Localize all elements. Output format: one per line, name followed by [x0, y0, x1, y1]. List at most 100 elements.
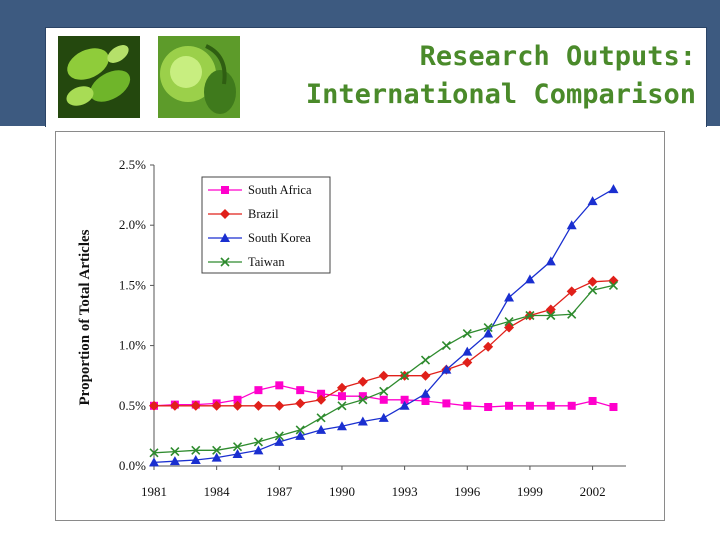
data-point-brazil: [608, 275, 619, 286]
legend-label-taiwan: Taiwan: [248, 255, 285, 269]
data-point-south-africa: [567, 401, 576, 410]
data-point-brazil: [462, 357, 473, 368]
data-point-taiwan: [212, 445, 222, 455]
data-point-south-africa: [484, 403, 493, 412]
x-tick-label: 2002: [580, 484, 606, 499]
data-point-taiwan: [379, 386, 389, 396]
green-leaf-image-left: [58, 36, 140, 118]
data-point-south-africa: [254, 386, 263, 395]
data-point-south-africa: [505, 401, 514, 410]
data-point-brazil: [357, 376, 368, 387]
data-point-south-africa: [546, 401, 555, 410]
title-box: Research Outputs: International Comparis…: [45, 27, 707, 127]
data-point-south-africa: [442, 399, 451, 408]
legend-label-brazil: Brazil: [248, 207, 279, 221]
series-line-taiwan: [153, 284, 614, 454]
data-point-taiwan: [483, 322, 493, 333]
data-point-south-africa: [233, 395, 242, 404]
y-tick-label: 0.0%: [119, 458, 146, 473]
data-point-south-korea: [169, 456, 180, 466]
data-point-south-korea: [399, 400, 410, 410]
legend-marker-south-korea: [220, 233, 230, 242]
data-point-taiwan: [400, 371, 410, 381]
data-point-south-korea: [232, 448, 243, 458]
data-point-brazil: [587, 276, 598, 287]
data-point-brazil: [232, 400, 243, 411]
data-point-brazil: [483, 341, 494, 352]
slide-title-line1: Research Outputs:: [419, 41, 696, 72]
data-point-taiwan: [546, 310, 556, 321]
data-point-taiwan: [253, 437, 263, 447]
data-point-south-africa: [275, 381, 284, 390]
y-tick-label: 2.0%: [119, 217, 146, 232]
data-point-south-korea: [378, 412, 389, 422]
data-point-taiwan: [462, 328, 472, 339]
data-point-south-korea: [336, 421, 347, 431]
data-point-south-korea: [149, 457, 159, 467]
data-point-south-africa: [296, 386, 305, 395]
data-point-brazil: [190, 400, 201, 411]
data-point-south-africa: [525, 401, 534, 410]
data-point-south-korea: [545, 256, 556, 266]
y-tick-label: 0.5%: [119, 398, 146, 413]
legend-label-south-korea: South Korea: [248, 231, 311, 245]
data-point-south-korea: [524, 274, 535, 284]
data-point-brazil: [378, 370, 389, 381]
data-point-taiwan: [588, 285, 598, 295]
data-point-brazil: [274, 400, 285, 411]
data-point-taiwan: [608, 280, 619, 290]
y-tick-label: 1.5%: [119, 277, 146, 292]
data-point-brazil: [420, 370, 431, 381]
data-point-south-africa: [609, 403, 618, 412]
data-point-taiwan: [420, 355, 431, 365]
data-point-taiwan: [337, 401, 347, 411]
data-point-taiwan: [149, 448, 159, 458]
x-tick-label: 1999: [517, 484, 543, 499]
data-point-south-korea: [483, 328, 494, 338]
x-tick-label: 1996: [454, 484, 481, 499]
data-point-brazil: [504, 322, 515, 333]
data-point-south-korea: [274, 436, 285, 446]
data-point-south-korea: [357, 416, 368, 426]
data-point-taiwan: [170, 446, 180, 457]
legend-marker-south-africa: [221, 186, 229, 194]
legend-marker-brazil: [220, 209, 230, 219]
data-point-taiwan: [274, 431, 284, 441]
x-tick-label: 1984: [204, 484, 231, 499]
data-point-taiwan: [525, 310, 535, 321]
line-chart: 0.0% 0.5% 1.0% 1.5% 2.0% 2.5% 1981 1984 1987 1990…: [77, 157, 626, 499]
data-point-taiwan: [191, 445, 201, 455]
legend-label-south-africa: South Africa: [248, 183, 312, 197]
data-point-brazil: [149, 400, 159, 411]
series-line-brazil: [154, 279, 614, 407]
data-point-brazil: [336, 382, 347, 393]
data-point-taiwan: [441, 341, 451, 351]
data-point-south-korea: [608, 184, 619, 194]
data-point-south-korea: [295, 430, 306, 440]
data-point-taiwan: [316, 413, 326, 423]
green-leaf-image-right: [158, 36, 240, 118]
x-tick-label: 1987: [266, 484, 293, 499]
data-point-south-korea: [316, 424, 327, 434]
data-point-south-africa: [317, 389, 326, 398]
slide-title-line2: International Comparison: [305, 79, 696, 110]
data-point-south-korea: [504, 292, 515, 302]
chart-frame: 0.0% 0.5% 1.0% 1.5% 2.0% 2.5% 1981 1984 1987 1990…: [55, 131, 665, 521]
data-point-south-korea: [420, 388, 431, 398]
y-axis-title: Proportion of Total Articles: [77, 229, 93, 405]
data-point-south-africa: [421, 396, 430, 405]
data-point-south-africa: [400, 395, 409, 404]
data-point-taiwan: [358, 395, 368, 405]
data-point-south-korea: [462, 346, 473, 356]
x-tick-label: 1981: [141, 484, 167, 499]
y-tick-label: 2.5%: [119, 157, 146, 172]
data-point-taiwan: [504, 316, 514, 327]
data-point-south-korea: [587, 196, 598, 206]
data-point-taiwan: [567, 309, 577, 319]
data-point-taiwan: [295, 425, 305, 435]
data-point-brazil: [295, 398, 306, 409]
data-point-brazil: [316, 394, 327, 405]
data-point-taiwan: [232, 442, 243, 452]
data-point-south-africa: [379, 395, 388, 404]
data-point-south-korea: [190, 454, 201, 464]
